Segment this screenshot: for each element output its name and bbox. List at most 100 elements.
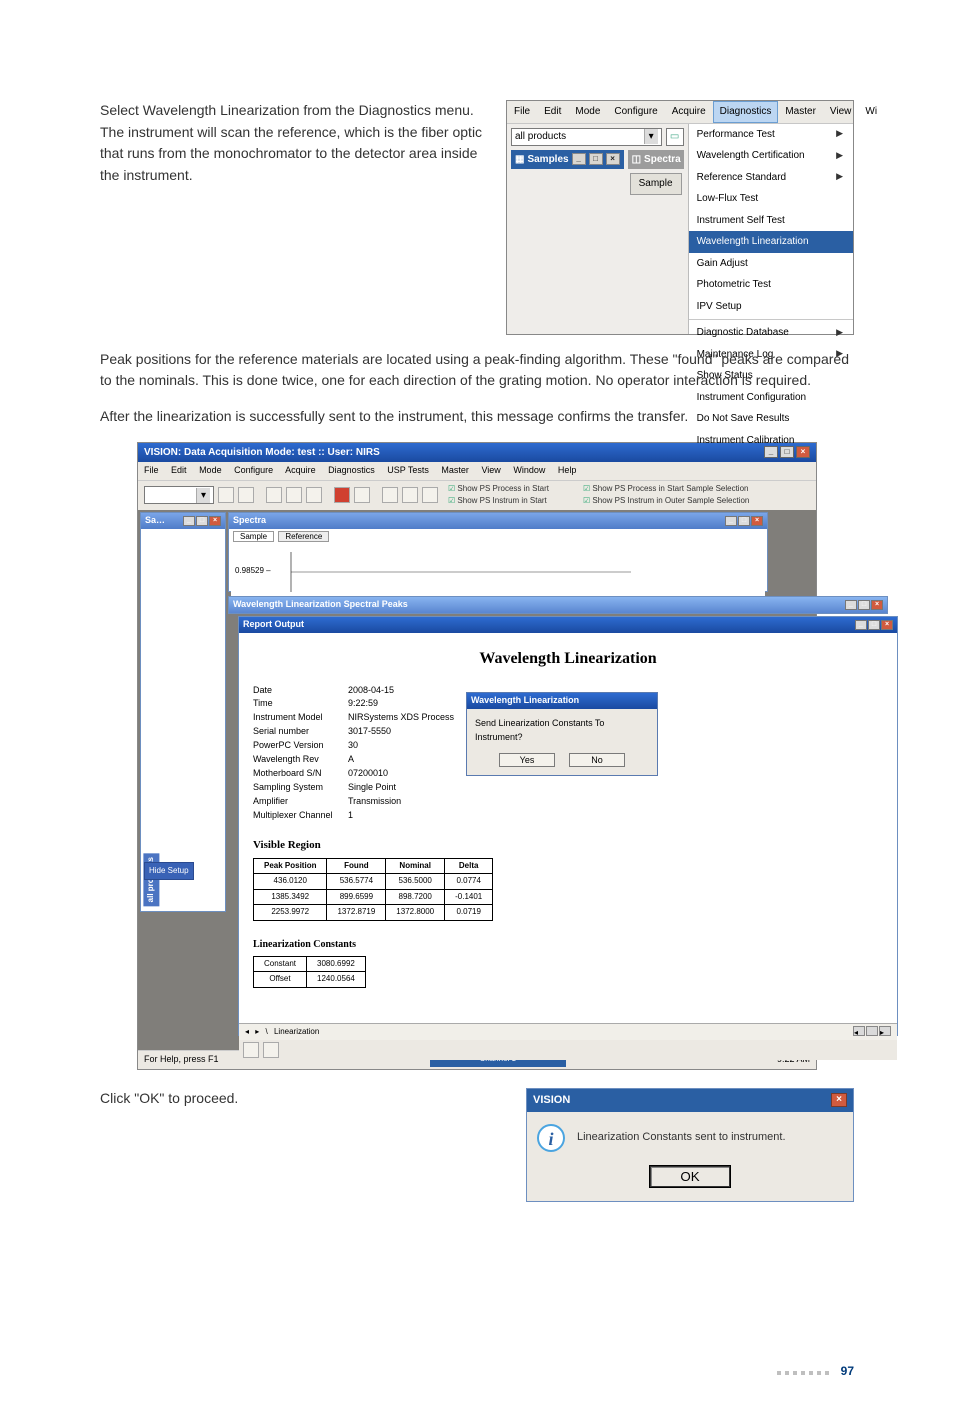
diag-menu-item[interactable]: Diagnostic Database▶ xyxy=(689,322,853,344)
dialog-title: Wavelength Linearization xyxy=(467,693,657,709)
sa-title: Sa… xyxy=(145,514,183,528)
no-button[interactable]: No xyxy=(569,753,625,767)
tab-nav-next[interactable]: ▸ xyxy=(255,1027,259,1036)
tool-icon[interactable] xyxy=(422,487,438,503)
send-constants-dialog: Wavelength Linearization Send Linearizat… xyxy=(466,692,658,776)
vision-app-screenshot: VISION: Data Acquisition Mode: test :: U… xyxy=(137,442,817,1070)
vm-mode[interactable]: Mode xyxy=(199,465,222,475)
products-combo[interactable]: all products ▾ xyxy=(511,128,662,146)
tool-icon[interactable] xyxy=(306,487,322,503)
ok-dialog-title: VISION xyxy=(533,1092,831,1109)
save-icon[interactable] xyxy=(263,1042,279,1058)
diagnostics-menu-screenshot: File Edit Mode Configure Acquire Diagnos… xyxy=(506,100,854,335)
menu-master[interactable]: Master xyxy=(778,101,823,123)
tab-nav-prev[interactable]: ◂ xyxy=(245,1027,249,1036)
menu-configure[interactable]: Configure xyxy=(607,101,664,123)
vision-toolbar: ▾ Show PS Process in Start Show PS Instr… xyxy=(138,480,816,510)
menu-more[interactable]: Wi xyxy=(858,101,884,123)
vm-edit[interactable]: Edit xyxy=(171,465,187,475)
status-help: For Help, press F1 xyxy=(144,1053,219,1067)
diag-menu-item[interactable]: Gain Adjust xyxy=(689,253,853,275)
tool-icon[interactable] xyxy=(286,487,302,503)
spreadsheet-icon: ▦ xyxy=(515,152,524,168)
check-b2[interactable]: Show PS Instrum in Outer Sample Selectio… xyxy=(583,495,749,507)
vm-file[interactable]: File xyxy=(144,465,159,475)
check-a2[interactable]: Show PS Instrum in Start xyxy=(448,495,549,507)
menu-diagnostics[interactable]: Diagnostics xyxy=(713,101,779,123)
vision-menubar: File Edit Mode Configure Acquire Diagnos… xyxy=(138,462,816,480)
diag-menu-item[interactable]: Wavelength Certification▶ xyxy=(689,145,853,167)
tool-icon[interactable] xyxy=(266,487,282,503)
maximize-icon[interactable]: □ xyxy=(780,446,794,458)
spectra-window-title: Spectra xyxy=(644,152,681,168)
menu-view[interactable]: View xyxy=(823,101,859,123)
close-icon[interactable]: × xyxy=(831,1093,847,1107)
print-icon[interactable] xyxy=(382,487,398,503)
yes-button[interactable]: Yes xyxy=(499,753,555,767)
spectra-tab-reference[interactable]: Reference xyxy=(278,531,329,542)
info-icon: i xyxy=(537,1124,565,1152)
check-b1[interactable]: Show PS Process in Start Sample Selectio… xyxy=(583,483,749,495)
diag-menu-item[interactable]: IPV Setup xyxy=(689,296,853,318)
close-icon[interactable]: × xyxy=(796,446,810,458)
menu-file[interactable]: File xyxy=(507,101,537,123)
peaks-title: Wavelength Linearization Spectral Peaks xyxy=(233,598,845,612)
report-output-window: Report Output _□× Wavelength Linearizati… xyxy=(238,616,898,1036)
diag-menu-item[interactable]: Low-Flux Test xyxy=(689,188,853,210)
mid-paragraph-1: Peak positions for the reference materia… xyxy=(100,349,854,392)
minimize-icon[interactable]: _ xyxy=(764,446,778,458)
report-scrollbar[interactable]: ◂▸ xyxy=(853,1026,891,1038)
constants-table: Constant3080.6992Offset1240.0564 xyxy=(253,956,366,988)
vm-master[interactable]: Master xyxy=(441,465,469,475)
report-title: Report Output xyxy=(243,618,855,632)
menu-edit[interactable]: Edit xyxy=(537,101,568,123)
page-number: 97 xyxy=(841,1364,854,1378)
sample-tab[interactable]: Sample xyxy=(630,173,682,195)
peak-table: Peak PositionFoundNominalDelta436.012053… xyxy=(253,858,493,921)
vm-usp[interactable]: USP Tests xyxy=(387,465,429,475)
maximize-icon[interactable]: □ xyxy=(589,153,603,165)
new-doc-icon[interactable]: ▭ xyxy=(666,128,684,146)
hide-setup-button[interactable]: Hide Setup xyxy=(144,862,194,880)
print-icon[interactable] xyxy=(243,1042,259,1058)
menu-mode[interactable]: Mode xyxy=(568,101,607,123)
samples-window-title: Samples xyxy=(527,152,568,168)
spectra-tab-sample[interactable]: Sample xyxy=(233,531,274,542)
diag-menu-item[interactable]: Photometric Test xyxy=(689,274,853,296)
close-icon[interactable]: × xyxy=(606,153,620,165)
vm-configure[interactable]: Configure xyxy=(234,465,273,475)
page-footer: 97 xyxy=(100,1362,854,1381)
tool-icon[interactable] xyxy=(218,487,234,503)
diag-menu-item[interactable]: Wavelength Linearization xyxy=(689,231,853,253)
tab-linearization[interactable]: Linearization xyxy=(274,1027,319,1036)
vm-window[interactable]: Window xyxy=(513,465,545,475)
diag-menu-item[interactable]: Instrument Self Test xyxy=(689,210,853,232)
minimize-icon[interactable]: _ xyxy=(572,153,586,165)
dialog-message: Send Linearization Constants To Instrume… xyxy=(475,717,649,745)
app-menubar: File Edit Mode Configure Acquire Diagnos… xyxy=(507,101,853,124)
diag-menu-item[interactable]: Do Not Save Results xyxy=(689,408,853,430)
menu-acquire[interactable]: Acquire xyxy=(665,101,713,123)
visible-region-heading: Visible Region xyxy=(253,837,883,854)
vm-acquire[interactable]: Acquire xyxy=(285,465,316,475)
tool-icon[interactable] xyxy=(354,487,370,503)
ok-button[interactable]: OK xyxy=(650,1166,730,1187)
spectra-title: Spectra xyxy=(233,514,725,528)
tool-icon[interactable] xyxy=(402,487,418,503)
chevron-down-icon: ▾ xyxy=(644,129,658,145)
tool-icon[interactable] xyxy=(238,487,254,503)
ok-dialog-screenshot: VISION × i Linearization Constants sent … xyxy=(526,1088,854,1202)
ok-dialog-message: Linearization Constants sent to instrume… xyxy=(577,1129,786,1146)
vm-help[interactable]: Help xyxy=(558,465,577,475)
diag-menu-item[interactable]: Performance Test▶ xyxy=(689,124,853,146)
check-a1[interactable]: Show PS Process in Start xyxy=(448,483,549,495)
peaks-window: Wavelength Linearization Spectral Peaks … xyxy=(228,596,888,614)
vision-title: VISION: Data Acquisition Mode: test :: U… xyxy=(144,445,764,461)
samples-sidebar-window: Sa… _□× all products xyxy=(140,512,226,912)
vm-diagnostics[interactable]: Diagnostics xyxy=(328,465,375,475)
linearization-constants-heading: Linearization Constants xyxy=(253,937,883,953)
diag-menu-item[interactable]: Reference Standard▶ xyxy=(689,167,853,189)
record-icon[interactable] xyxy=(334,487,350,503)
vm-view[interactable]: View xyxy=(481,465,500,475)
diagnostics-dropdown: Performance Test▶Wavelength Certificatio… xyxy=(688,124,853,334)
